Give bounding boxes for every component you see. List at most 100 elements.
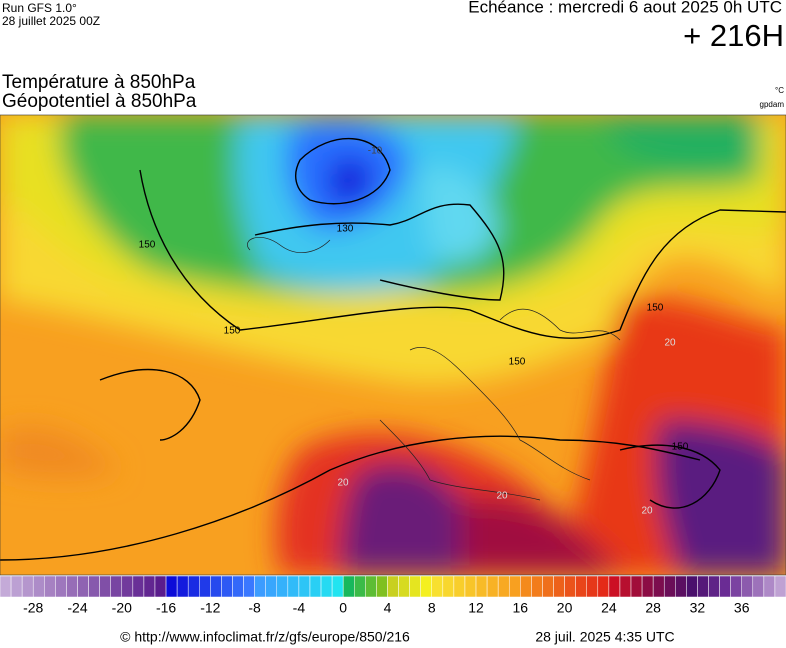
unit-temp: °C (775, 86, 784, 95)
colorbar-tick-label: 0 (339, 600, 347, 616)
colorbar-tick-label: 20 (557, 600, 573, 616)
colorbar-box (187, 575, 200, 598)
colorbar-tick-label: 28 (645, 600, 661, 616)
coastlines (247, 237, 621, 501)
colorbar-tick-label: 24 (601, 600, 617, 616)
colorbar-box (564, 575, 576, 598)
contour-label: 150 (647, 303, 664, 314)
colorbar-box (309, 575, 322, 598)
footer-source: © http://www.infoclimat.fr/z/gfs/europe/… (120, 629, 410, 645)
geopotential-contours (0, 138, 786, 561)
colorbar-box (475, 575, 488, 598)
colorbar-box (508, 575, 521, 598)
colorbar-box (88, 575, 100, 598)
colorbar-box (553, 575, 565, 598)
contour-label: 20 (337, 478, 349, 489)
contour-label: 20 (664, 338, 676, 349)
colorbar-box (121, 575, 134, 598)
colorbar-box (409, 575, 421, 598)
colorbar-box (586, 575, 599, 598)
contour-label: 150 (672, 442, 689, 453)
colorbar-box (597, 575, 610, 598)
contour-label: -10 (368, 146, 383, 157)
colorbar-tick-label: -28 (23, 600, 43, 616)
contour-label: 20 (496, 491, 508, 502)
colorbar-box (730, 575, 742, 598)
run-label: Run GFS 1.0° (2, 1, 77, 15)
colorbar-box (143, 575, 156, 598)
colorbar-box (675, 575, 687, 598)
colorbar-box (619, 575, 632, 598)
temperature-field (0, 115, 786, 575)
colorbar-box (686, 575, 698, 598)
contour-labels: -10 130 150 150 150 150 150 20 20 20 20 (139, 146, 689, 517)
colorbar: -28 -24 -20 -16 -12 -8 -4 0 4 8 12 16 20 24 28 32 36 (0, 575, 786, 616)
colorbar-tick-label: 36 (734, 600, 750, 616)
contour-label: 150 (509, 357, 526, 368)
colorbar-box (21, 575, 34, 598)
colorbar-tick-label: 4 (384, 600, 392, 616)
colorbar-box (630, 575, 643, 598)
contour-label: 20 (641, 506, 653, 517)
colorbar-tick-label: 8 (428, 600, 436, 616)
colorbar-box (199, 575, 211, 598)
colorbar-box (719, 575, 731, 598)
colorbar-box (542, 575, 554, 598)
colorbar-box (232, 575, 244, 598)
colorbar-box (520, 575, 532, 598)
colorbar-box (243, 575, 255, 598)
title-geopotential: Géopotentiel à 850hPa (2, 91, 197, 112)
colorbar-tick-label: -8 (248, 600, 261, 616)
footer-timestamp: 28 juil. 2025 4:35 UTC (535, 629, 674, 645)
colorbar-box (32, 575, 45, 598)
colorbar-box (774, 575, 786, 598)
colorbar-box (55, 575, 67, 598)
colorbar-tick-label: -12 (200, 600, 220, 616)
colorbar-box (265, 575, 278, 598)
colorbar-box (752, 575, 765, 598)
colorbar-tick-label: -4 (293, 600, 306, 616)
colorbar-box (342, 575, 355, 598)
colorbar-box (110, 575, 123, 598)
contour-label: 130 (337, 224, 354, 235)
colorbar-box (497, 575, 510, 598)
colorbar-box (221, 575, 233, 598)
colorbar-box (608, 575, 621, 598)
colorbar-box (531, 575, 543, 598)
colorbar-tick-label: 32 (690, 600, 706, 616)
colorbar-box (44, 575, 56, 598)
colorbar-box (663, 575, 676, 598)
colorbar-box (697, 575, 709, 598)
unit-geo: gpdam (760, 100, 785, 109)
colorbar-box (287, 575, 300, 598)
colorbar-box (354, 575, 366, 598)
colorbar-tick-label: -20 (112, 600, 132, 616)
contour-label: 150 (224, 326, 241, 337)
colorbar-box (652, 575, 665, 598)
colorbar-tick-label: -16 (156, 600, 176, 616)
colorbar-box (331, 575, 344, 598)
colorbar-tick-label: 16 (513, 600, 529, 616)
colorbar-tick-label: -24 (67, 600, 87, 616)
colorbar-box (442, 575, 455, 598)
colorbar-box (176, 575, 189, 598)
colorbar-box (641, 575, 654, 598)
colorbar-box (763, 575, 776, 598)
colorbar-box (464, 575, 477, 598)
run-date: 28 juillet 2025 00Z (2, 14, 100, 28)
colorbar-box (66, 575, 78, 598)
map-frame (0, 114, 786, 576)
colorbar-box (387, 575, 399, 598)
colorbar-box (320, 575, 333, 598)
colorbar-box (154, 575, 167, 598)
colorbar-box (254, 575, 266, 598)
echeance: Echéance : mercredi 6 aout 2025 0h UTC (468, 0, 782, 16)
colorbar-box (431, 575, 444, 598)
colorbar-box (453, 575, 466, 598)
colorbar-box (77, 575, 89, 598)
colorbar-box (165, 575, 178, 598)
colorbar-box (132, 575, 145, 598)
colorbar-box (365, 575, 377, 598)
colorbar-box (376, 575, 388, 598)
